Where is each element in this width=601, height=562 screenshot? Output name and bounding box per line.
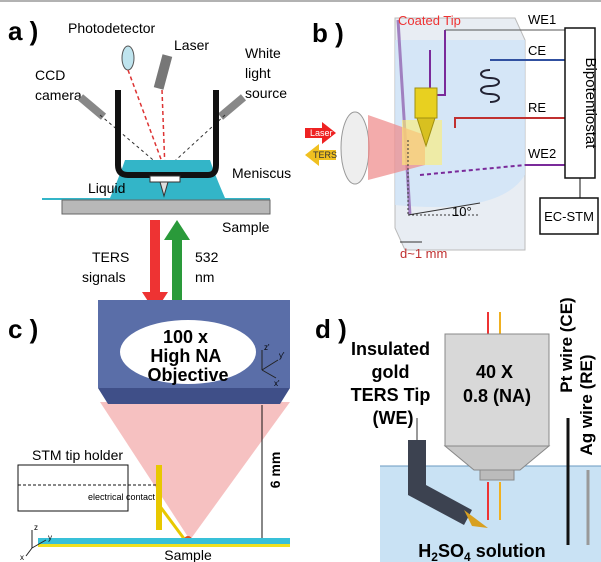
text-line: TERS (92, 249, 129, 265)
text-line: signals (82, 269, 126, 285)
distance-label: d~1 mm (400, 246, 447, 261)
ag-wire-label: Ag wire (RE) (577, 354, 596, 455)
sample (38, 538, 290, 544)
panel-label: d ) (315, 314, 347, 344)
coated-tip-label: Coated Tip (398, 13, 461, 28)
photodetector-label: Photodetector (68, 20, 156, 36)
meniscus-label: Meniscus (232, 165, 291, 181)
laser-label: Laser (310, 128, 333, 138)
window (150, 176, 180, 182)
text-line: nm (195, 269, 214, 285)
liquid-label: Liquid (88, 180, 125, 196)
text-line: Insulated (351, 339, 430, 359)
text-line: gold (371, 362, 409, 382)
we2-label: WE2 (528, 146, 556, 161)
text-line: TERS Tip (351, 385, 431, 405)
lens (341, 112, 369, 184)
text-line: source (245, 85, 287, 101)
text-line: 100 x (163, 327, 208, 347)
axis-label: x' (274, 379, 280, 388)
sample-label: Sample (164, 547, 212, 562)
text-part: SO (438, 541, 464, 561)
text-part: H (418, 541, 431, 561)
figure: a ) Photodetector Laser White light sour… (0, 0, 601, 562)
pt-wire-label: Pt wire (CE) (557, 297, 576, 392)
contact-label: electrical contact (88, 492, 156, 502)
objective-tip (480, 470, 514, 480)
axis-label: z (34, 523, 38, 532)
text-line: camera (35, 87, 82, 103)
text-line: White (245, 45, 281, 61)
objective-rim (98, 388, 290, 404)
sample-label: Sample (222, 219, 270, 235)
laser-label: Laser (174, 37, 209, 53)
photodetector (122, 46, 134, 70)
tip-wire (156, 465, 162, 530)
text-part: solution (471, 541, 546, 561)
text-line: 532 (195, 249, 219, 265)
axis-label: x (20, 553, 24, 562)
sample (62, 200, 270, 214)
axis-label: y' (279, 351, 285, 360)
ce-label: CE (528, 43, 546, 58)
text-line: light (245, 65, 271, 81)
panel-label: a ) (8, 16, 38, 46)
panel-label: c ) (8, 314, 38, 344)
axis-label: y (48, 533, 52, 542)
re-label: RE (528, 100, 546, 115)
ec-stm-label: EC-STM (544, 209, 594, 224)
tip-holder-label: STM tip holder (32, 447, 123, 463)
solution-label: H2SO4 solution (418, 541, 545, 562)
angle-label: 10° (452, 204, 472, 219)
text-line: (WE) (373, 408, 414, 428)
tip-holder (415, 88, 437, 118)
ters-label: TERS (313, 150, 337, 160)
distance-label: 6 mm (267, 452, 283, 489)
text-line: CCD (35, 67, 65, 83)
panel-label: b ) (312, 18, 344, 48)
text-line: 40 X (476, 362, 513, 382)
axis-label: z' (264, 343, 270, 352)
bipotentiostat-label: Bipotentiostat (582, 58, 599, 150)
we1-label: WE1 (528, 12, 556, 27)
text-line: Objective (147, 365, 228, 385)
text-line: 0.8 (NA) (463, 386, 531, 406)
text-line: High NA (150, 346, 221, 366)
